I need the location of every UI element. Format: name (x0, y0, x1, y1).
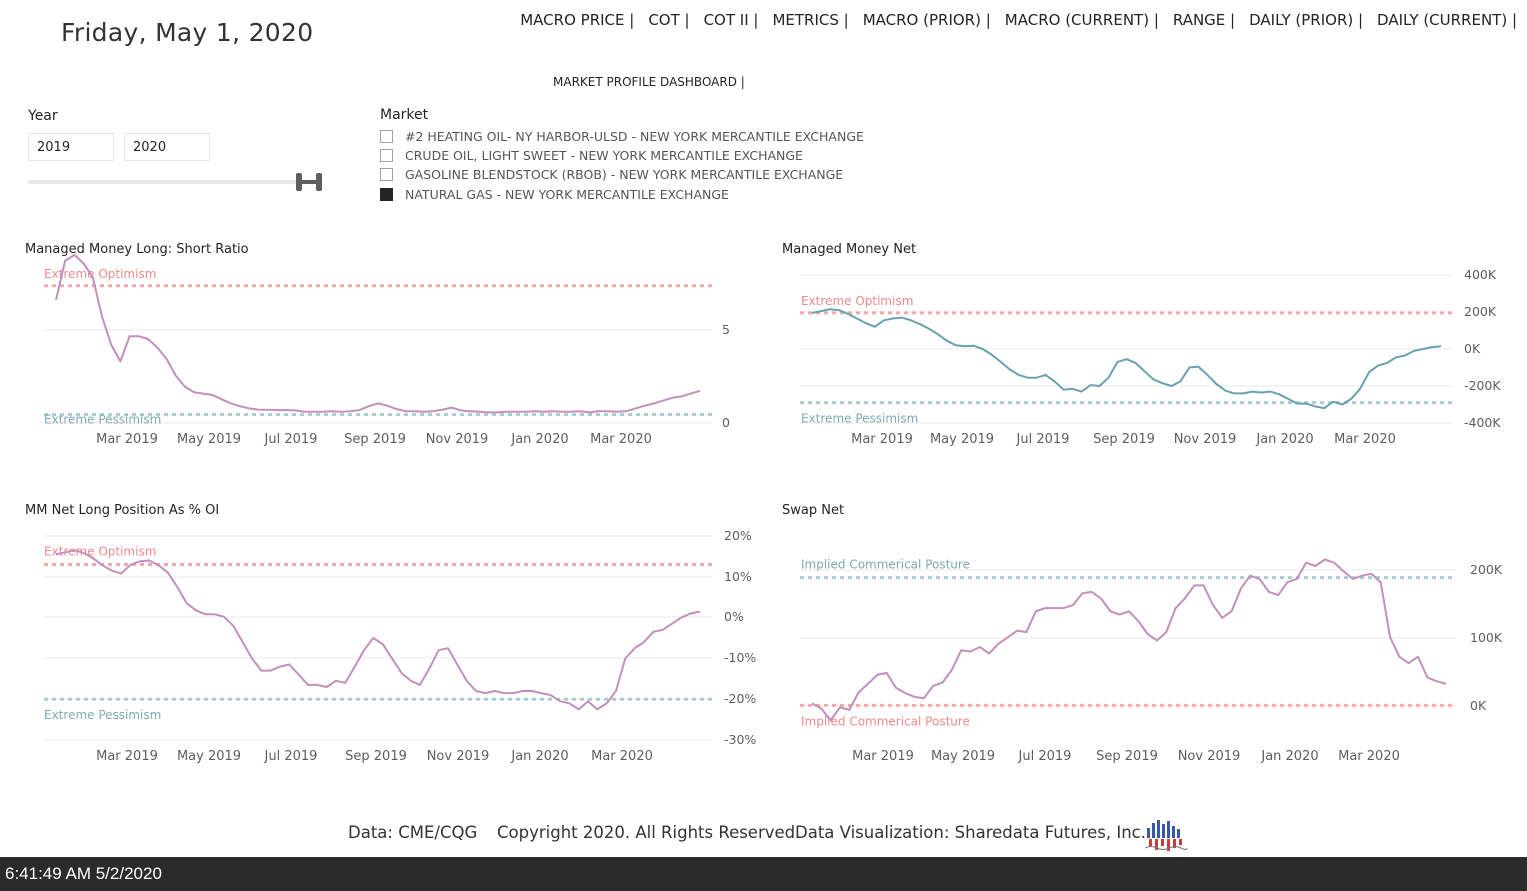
page-date-title: Friday, May 1, 2020 (61, 18, 314, 47)
nav-cot-ii[interactable]: COT II | (703, 11, 759, 29)
x-tick-label: May 2019 (930, 432, 994, 447)
x-tick-label: Jan 2020 (1255, 432, 1313, 447)
x-tick-label: Mar 2020 (591, 749, 653, 764)
x-tick-label: Nov 2019 (427, 749, 490, 764)
market-filter-label: Market (380, 107, 429, 123)
y-tick-label: 20% (724, 528, 752, 543)
series-line (55, 254, 701, 414)
reference-label: Extreme Optimism (44, 545, 156, 559)
nav-macro-prior[interactable]: MACRO (PRIOR) | (862, 11, 991, 29)
y-tick-label: -30% (724, 732, 756, 747)
nav-metrics[interactable]: METRICS | (772, 11, 849, 29)
chart-title-long-short-ratio: Managed Money Long: Short Ratio (25, 242, 249, 257)
series-line (811, 558, 1447, 722)
series-line (811, 308, 1442, 410)
y-tick-label: 0K (1464, 341, 1481, 356)
nav-macro-current[interactable]: MACRO (CURRENT) | (1004, 11, 1159, 29)
y-tick-label: 0% (724, 609, 744, 624)
market-option-crude-oil[interactable]: CRUDE OIL, LIGHT SWEET - NEW YORK MERCAN… (380, 148, 803, 163)
x-tick-label: Jan 2020 (510, 432, 568, 447)
reference-label: Extreme Optimism (801, 294, 913, 308)
year-range-slider[interactable] (28, 180, 322, 184)
x-tick-label: Sep 2019 (345, 749, 407, 764)
top-nav: MACRO PRICE | COT | COT II | METRICS | M… (506, 11, 1517, 29)
reference-label: Extreme Pessimism (44, 413, 161, 427)
market-option-natural-gas[interactable]: NATURAL GAS - NEW YORK MERCANTILE EXCHAN… (380, 187, 729, 202)
year-from-input[interactable]: 2019 (28, 133, 114, 161)
x-tick-label: Mar 2019 (852, 749, 914, 764)
reference-label: Implied Commerical Posture (801, 714, 970, 728)
x-tick-label: May 2019 (931, 749, 995, 764)
y-tick-label: -400K (1464, 415, 1501, 430)
y-tick-label: 200K (1470, 562, 1503, 577)
x-tick-label: Nov 2019 (1178, 749, 1241, 764)
x-tick-label: Mar 2020 (590, 432, 652, 447)
y-tick-label: -20% (724, 691, 756, 706)
checkbox-icon[interactable] (380, 130, 393, 143)
year-to-input[interactable]: 2020 (124, 133, 210, 161)
x-tick-label: Sep 2019 (1096, 749, 1158, 764)
chart-title-managed-money-net: Managed Money Net (782, 242, 917, 257)
market-option-label: CRUDE OIL, LIGHT SWEET - NEW YORK MERCAN… (405, 148, 803, 163)
x-tick-label: Jul 2019 (264, 749, 318, 764)
market-option-heating-oil[interactable]: #2 HEATING OIL- NY HARBOR-ULSD - NEW YOR… (380, 129, 864, 144)
nav-macro-price[interactable]: MACRO PRICE | (520, 11, 635, 29)
y-tick-label: -10% (724, 650, 756, 665)
x-tick-label: Jul 2019 (264, 432, 318, 447)
year-filter-label: Year (28, 108, 58, 124)
footer-viz-credit: Data Visualization: Sharedata Futures, I… (795, 823, 1146, 842)
taskbar-clock: 6:41:49 AM 5/2/2020 (5, 864, 162, 883)
reference-label: Extreme Pessimism (801, 412, 918, 426)
y-tick-label: 10% (724, 569, 752, 584)
y-tick-label: 400K (1464, 267, 1497, 282)
x-tick-label: Mar 2020 (1334, 432, 1396, 447)
market-option-gasoline[interactable]: GASOLINE BLENDSTOCK (RBOB) - NEW YORK ME… (380, 167, 843, 182)
footer-copyright: Copyright 2020. All Rights Reserved. (497, 823, 801, 842)
x-tick-label: Nov 2019 (1174, 432, 1237, 447)
market-option-label: GASOLINE BLENDSTOCK (RBOB) - NEW YORK ME… (405, 167, 844, 182)
x-tick-label: Mar 2019 (851, 432, 913, 447)
nav-daily-current[interactable]: DAILY (CURRENT) | (1377, 11, 1517, 29)
x-tick-label: Jan 2020 (510, 749, 568, 764)
nav-range[interactable]: RANGE | (1172, 11, 1236, 29)
sharedata-logo-icon (1144, 820, 1188, 851)
market-option-label: NATURAL GAS - NEW YORK MERCANTILE EXCHAN… (405, 187, 729, 202)
reference-label: Extreme Optimism (44, 267, 156, 281)
y-tick-label: 200K (1464, 304, 1497, 319)
series-line (55, 549, 701, 711)
x-tick-label: Sep 2019 (1093, 432, 1155, 447)
y-tick-label: 5 (722, 322, 730, 337)
y-tick-label: 0K (1470, 698, 1487, 713)
x-tick-label: Mar 2020 (1338, 749, 1400, 764)
y-tick-label: 100K (1470, 630, 1503, 645)
x-tick-label: May 2019 (177, 749, 241, 764)
x-tick-label: Nov 2019 (426, 432, 489, 447)
checkbox-icon[interactable] (380, 149, 393, 162)
nav-daily-prior[interactable]: DAILY (PRIOR) | (1249, 11, 1364, 29)
x-tick-label: Mar 2019 (96, 749, 158, 764)
x-tick-label: Sep 2019 (344, 432, 406, 447)
reference-label: Extreme Pessimism (44, 708, 161, 722)
nav-market-profile-dashboard[interactable]: MARKET PROFILE DASHBOARD | (553, 75, 745, 89)
chart-title-mm-net-long-pct-oi: MM Net Long Position As % OI (25, 503, 220, 518)
chart-title-swap-net: Swap Net (782, 503, 845, 518)
taskbar (0, 857, 1527, 891)
x-tick-label: Mar 2019 (96, 432, 158, 447)
x-tick-label: Jul 2019 (1018, 749, 1072, 764)
x-tick-label: May 2019 (177, 432, 241, 447)
reference-label: Implied Commerical Posture (801, 558, 970, 572)
y-tick-label: -200K (1464, 378, 1501, 393)
footer-data-source: Data: CME/CQG (348, 823, 478, 842)
x-tick-label: Jul 2019 (1016, 432, 1070, 447)
x-tick-label: Jan 2020 (1260, 749, 1318, 764)
market-option-label: #2 HEATING OIL- NY HARBOR-ULSD - NEW YOR… (405, 129, 864, 144)
nav-cot[interactable]: COT | (648, 11, 690, 29)
checkbox-checked-icon[interactable] (380, 188, 393, 201)
y-tick-label: 0 (722, 415, 730, 430)
year-slider-handle[interactable] (295, 171, 323, 193)
checkbox-icon[interactable] (380, 168, 393, 181)
